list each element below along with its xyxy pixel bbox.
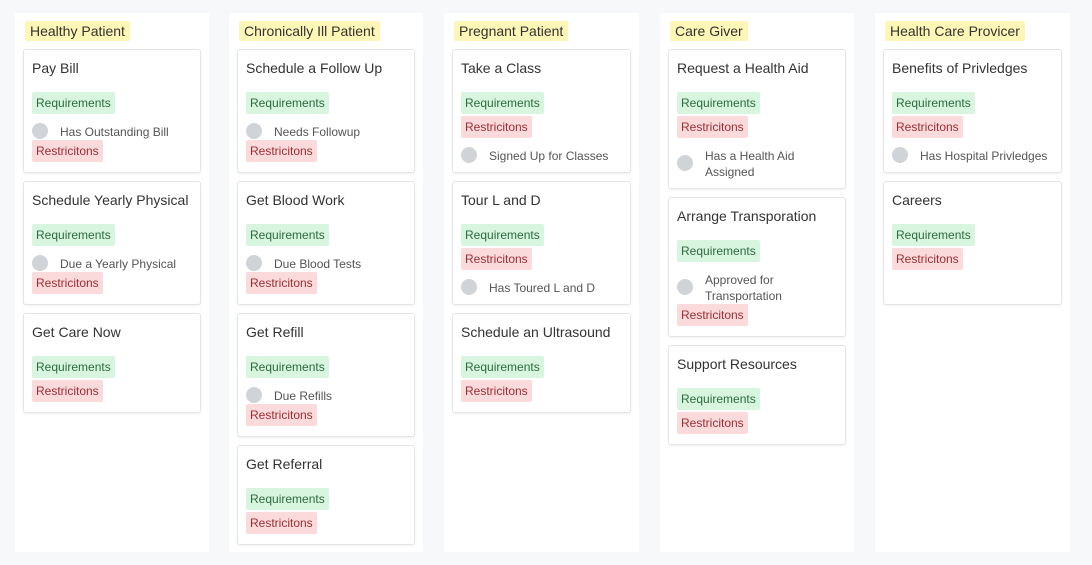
card-title: Get Care Now	[32, 324, 121, 340]
card-get-refill[interactable]: Get Refill Requirements Due Refills Rest…	[237, 313, 415, 437]
restrictions-tag: Restricitons	[246, 512, 317, 534]
checkbox-icon[interactable]	[246, 123, 262, 139]
card-title: Take a Class	[461, 60, 542, 76]
requirements-tag: Requirements	[32, 92, 115, 114]
card-careers[interactable]: Careers Requirements Restricitons	[883, 181, 1062, 305]
restrictions-tag: Restricitons	[32, 140, 103, 162]
restrictions-tag: Restricitons	[32, 380, 103, 402]
requirements-tag: Requirements	[246, 356, 329, 378]
restrictions-tag: Restricitons	[461, 380, 532, 402]
checklist-label: Has Toured L and D	[489, 281, 596, 295]
checklist-label: Has Outstanding Bill	[60, 125, 169, 139]
card-title: Tour L and D	[461, 192, 541, 208]
card-title: Get Blood Work	[246, 192, 345, 208]
restrictions-tag: Restricitons	[246, 140, 317, 162]
checklist-label: Approved for Transportation	[705, 273, 782, 303]
column-care-giver: Care Giver Request a Health Aid Requirem…	[660, 13, 854, 552]
restrictions-tag: Restricitons	[461, 248, 532, 270]
restrictions-tag: Restricitons	[677, 412, 748, 434]
column-header[interactable]: Health Care Provicer	[885, 21, 1025, 41]
card-tour-l-and-d[interactable]: Tour L and D Requirements Restricitons H…	[452, 181, 631, 305]
card-schedule-yearly-physical[interactable]: Schedule Yearly Physical Requirements Du…	[23, 181, 201, 305]
restrictions-tag: Restricitons	[677, 304, 748, 326]
column-chronically-ill-patient: Chronically Ill Patient Schedule a Follo…	[229, 13, 423, 552]
requirements-tag: Requirements	[246, 92, 329, 114]
checkbox-icon[interactable]	[461, 279, 477, 295]
requirements-tag: Requirements	[246, 224, 329, 246]
restrictions-tag: Restricitons	[892, 116, 963, 138]
checklist-label: Signed Up for Classes	[489, 149, 609, 163]
checkbox-icon[interactable]	[677, 155, 693, 171]
checkbox-icon[interactable]	[892, 147, 908, 163]
restrictions-tag: Restricitons	[892, 248, 963, 270]
checkbox-icon[interactable]	[246, 255, 262, 271]
requirements-tag: Requirements	[461, 356, 544, 378]
checklist-label: Due Refills	[274, 389, 333, 403]
checklist-label: Needs Followup	[274, 125, 361, 139]
checkbox-icon[interactable]	[32, 123, 48, 139]
requirements-tag: Requirements	[461, 92, 544, 114]
requirements-tag: Requirements	[677, 92, 760, 114]
checklist-label: Has a Health Aid Assigned	[705, 149, 795, 179]
checklist-label: Due Blood Tests	[274, 257, 362, 271]
column-header[interactable]: Healthy Patient	[25, 21, 130, 41]
checklist-label: Has Hospital Privledges	[920, 149, 1048, 163]
requirements-tag: Requirements	[892, 224, 975, 246]
checklist-label: Due a Yearly Physical	[60, 257, 177, 271]
card-schedule-an-ultrasound[interactable]: Schedule an Ultrasound Requirements Rest…	[452, 313, 631, 413]
column-healthy-patient: Healthy Patient Pay Bill Requirements Ha…	[15, 13, 209, 552]
requirements-tag: Requirements	[892, 92, 975, 114]
card-arrange-transporation[interactable]: Arrange Transporation Requirements Appro…	[668, 197, 846, 337]
card-title: Benefits of Privledges	[892, 60, 1028, 76]
card-get-blood-work[interactable]: Get Blood Work Requirements Due Blood Te…	[237, 181, 415, 305]
requirements-tag: Requirements	[461, 224, 544, 246]
card-schedule-a-follow-up[interactable]: Schedule a Follow Up Requirements Needs …	[237, 49, 415, 173]
restrictions-tag: Restricitons	[461, 116, 532, 138]
restrictions-tag: Restricitons	[246, 404, 317, 426]
card-get-care-now[interactable]: Get Care Now Requirements Restricitons	[23, 313, 201, 413]
card-support-resources[interactable]: Support Resources Requirements Restricit…	[668, 345, 846, 445]
card-title: Support Resources	[677, 356, 797, 372]
card-benefits-of-privledges[interactable]: Benefits of Privledges Requirements Rest…	[883, 49, 1062, 173]
requirements-tag: Requirements	[246, 488, 329, 510]
checkbox-icon[interactable]	[677, 279, 693, 295]
restrictions-tag: Restricitons	[677, 116, 748, 138]
card-take-a-class[interactable]: Take a Class Requirements Restricitons S…	[452, 49, 631, 173]
column-header[interactable]: Chronically Ill Patient	[239, 21, 380, 41]
card-title: Request a Health Aid	[677, 60, 809, 76]
card-title: Arrange Transporation	[677, 208, 817, 224]
checkbox-icon[interactable]	[246, 387, 262, 403]
card-pay-bill[interactable]: Pay Bill Requirements Has Outstanding Bi…	[23, 49, 201, 173]
column-pregnant-patient: Pregnant Patient Take a Class Requiremen…	[444, 13, 639, 552]
card-title: Schedule a Follow Up	[246, 60, 383, 76]
requirements-tag: Requirements	[677, 388, 760, 410]
column-health-care-provicer: Health Care Provicer Benefits of Privled…	[875, 13, 1070, 552]
restrictions-tag: Restricitons	[32, 272, 103, 294]
requirements-tag: Requirements	[677, 240, 760, 262]
card-title: Schedule Yearly Physical	[32, 192, 189, 208]
requirements-tag: Requirements	[32, 224, 115, 246]
column-header[interactable]: Pregnant Patient	[454, 21, 569, 41]
checkbox-icon[interactable]	[461, 147, 477, 163]
requirements-tag: Requirements	[32, 356, 115, 378]
card-title: Careers	[892, 192, 942, 208]
card-get-referral[interactable]: Get Referral Requirements Restricitons	[237, 445, 415, 545]
card-title: Pay Bill	[32, 60, 79, 76]
checkbox-icon[interactable]	[32, 255, 48, 271]
card-request-a-health-aid[interactable]: Request a Health Aid Requirements Restri…	[668, 49, 846, 189]
column-header[interactable]: Care Giver	[670, 21, 748, 41]
card-title: Get Refill	[246, 324, 304, 340]
card-title: Get Referral	[246, 456, 323, 472]
card-title: Schedule an Ultrasound	[461, 324, 611, 340]
restrictions-tag: Restricitons	[246, 272, 317, 294]
